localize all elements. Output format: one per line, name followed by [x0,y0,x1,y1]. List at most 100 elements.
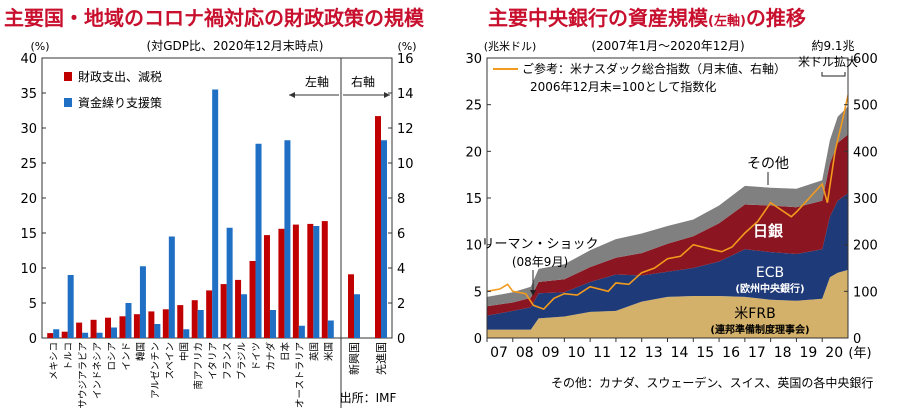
category-label: 米国 [323,342,335,361]
left-axis-tick-label: 15 [20,227,37,242]
category-label: インドネシア [93,342,104,399]
left-axis-tick-label: 0 [29,332,37,347]
bar-fiscal-spending [307,223,314,338]
label-frb: 米FRB [734,306,775,322]
left-axis-tick-label: 15 [465,192,482,207]
bar-fiscal-spending [292,224,299,338]
category-label: フランス [223,342,234,380]
x-axis-tick-label: 09 [542,345,560,361]
right-axis-tick-label: 0 [397,332,405,347]
left-axis-tick-label: 5 [474,285,482,300]
annotation-lehman: リーマン・ショック [481,237,598,252]
bar-fiscal-spending [321,221,328,338]
right-axis-unit: (%) [397,40,416,53]
left-axis-unit: (兆米ドル) [484,40,537,53]
category-label: カナダ [265,342,277,371]
right-axis-tick-label: 2 [397,297,405,312]
left-axis-tick-label: 0 [474,332,482,347]
bar-funding-support [82,332,89,338]
bar-fiscal-spending [235,279,242,338]
left-axis-tick-label: 20 [20,192,37,207]
bar-fiscal-spending [162,309,169,338]
x-axis-tick-label: 20 [825,345,843,361]
bar-funding-support [284,140,291,338]
category-label: 新興国 [347,342,361,375]
legend-label-fiscal: 財政支出、減税 [78,69,162,84]
left-axis-tick-label: 10 [20,262,37,277]
bar-funding-support [111,327,118,338]
bar-fiscal-spending [148,311,155,338]
right-axis-tick-label: 14 [397,87,414,102]
right-title-small: (左軸) [708,14,746,29]
label-frb-sub: (連邦準備制度理事会) [710,323,809,336]
category-label: スペイン [165,342,176,379]
left-chart-title: 主要国・地域のコロナ禍対応の財政政策の規模 [4,6,424,30]
label-others: その他 [747,156,789,172]
right-title-main: 主要中央銀行の資産規模 [488,6,708,30]
left-axis-tick-label: 25 [20,157,37,172]
right-axis-tick-label: 16 [397,52,414,67]
bar-fiscal-spending [220,284,227,338]
category-label: 中国 [178,342,190,361]
bar-funding-support [53,329,60,338]
legend-label-nasdaq: ご参考：米ナスダック総合指数（月末値、右軸） [522,61,786,76]
bar-funding-support [381,140,387,338]
label-ecb: ECB [756,265,784,281]
category-label: ドイツ [252,342,263,371]
axis-note-right: 右軸 [351,74,375,89]
x-axis-tick-label: 10 [567,345,585,361]
bar-funding-support [154,324,161,338]
label-boj: 日銀 [753,222,783,240]
bar-fiscal-spending [47,333,54,338]
bar-funding-support [183,329,190,338]
category-label: ロシア [107,342,118,371]
left-axis-tick-label: 25 [465,99,482,114]
left-axis-tick-label: 10 [465,239,482,254]
x-axis-tick-label: 18 [774,345,792,361]
category-label: アルゼンチン [149,342,161,399]
x-axis-tick-label: 14 [671,345,689,361]
right-axis-tick-label: 8 [397,192,405,207]
left-axis-tick-label: 20 [465,145,482,160]
left-axis-tick-label: 30 [465,52,482,67]
bar-funding-support [197,310,204,338]
right-axis-tick-label: 500 [853,99,878,114]
bar-fiscal-spending [191,300,198,338]
bar-fiscal-spending [76,322,83,338]
nasdaq-line [486,95,849,311]
legend-swatch-funding [64,98,72,107]
source-note: 出所：IMF [340,391,397,405]
area-ecb [487,193,848,330]
bar-funding-support [168,236,175,338]
annotation-expansion-1: 約9.1兆 [811,38,854,53]
area-others [487,106,848,307]
bar-funding-support [96,332,103,338]
category-label: 韓国 [136,342,147,361]
legend-label-funding: 資金繰り支援策 [78,95,162,110]
bar-funding-support [327,320,334,338]
bar-fiscal-spending [119,316,126,338]
left-axis-tick-label: 40 [20,52,37,67]
right-axis-tick-label: 6 [397,227,405,242]
x-axis-tick-label: 11 [593,345,611,361]
right-axis-tick-label: 200 [853,239,878,254]
annotation-lehman-arrowhead [530,290,536,296]
fiscal-policy-bar-chart: (対GDP比、2020年12月末時点)(%) (%)051015202530354… [20,39,416,409]
category-label: 日本 [279,342,291,362]
right-axis-tick-label: 400 [853,145,878,160]
right-axis-tick-label: 12 [397,122,414,137]
bar-funding-support [212,89,219,338]
bar-funding-support [298,325,305,338]
chart-subtitle: (対GDP比、2020年12月末時点) [147,39,324,53]
left-axis-tick-label: 35 [20,87,37,102]
bar-fiscal-spending [249,261,256,338]
axis-note-left-arrow [289,92,295,98]
x-axis-tick-label: 19 [800,345,818,361]
bar-funding-support [226,227,233,338]
bar-fiscal-spending [61,331,68,338]
bar-funding-support [139,266,146,338]
bar-funding-support [313,226,320,338]
bar-funding-support [241,294,248,338]
category-label: オーストラリア [295,342,306,408]
category-label: イタリア [208,342,219,380]
